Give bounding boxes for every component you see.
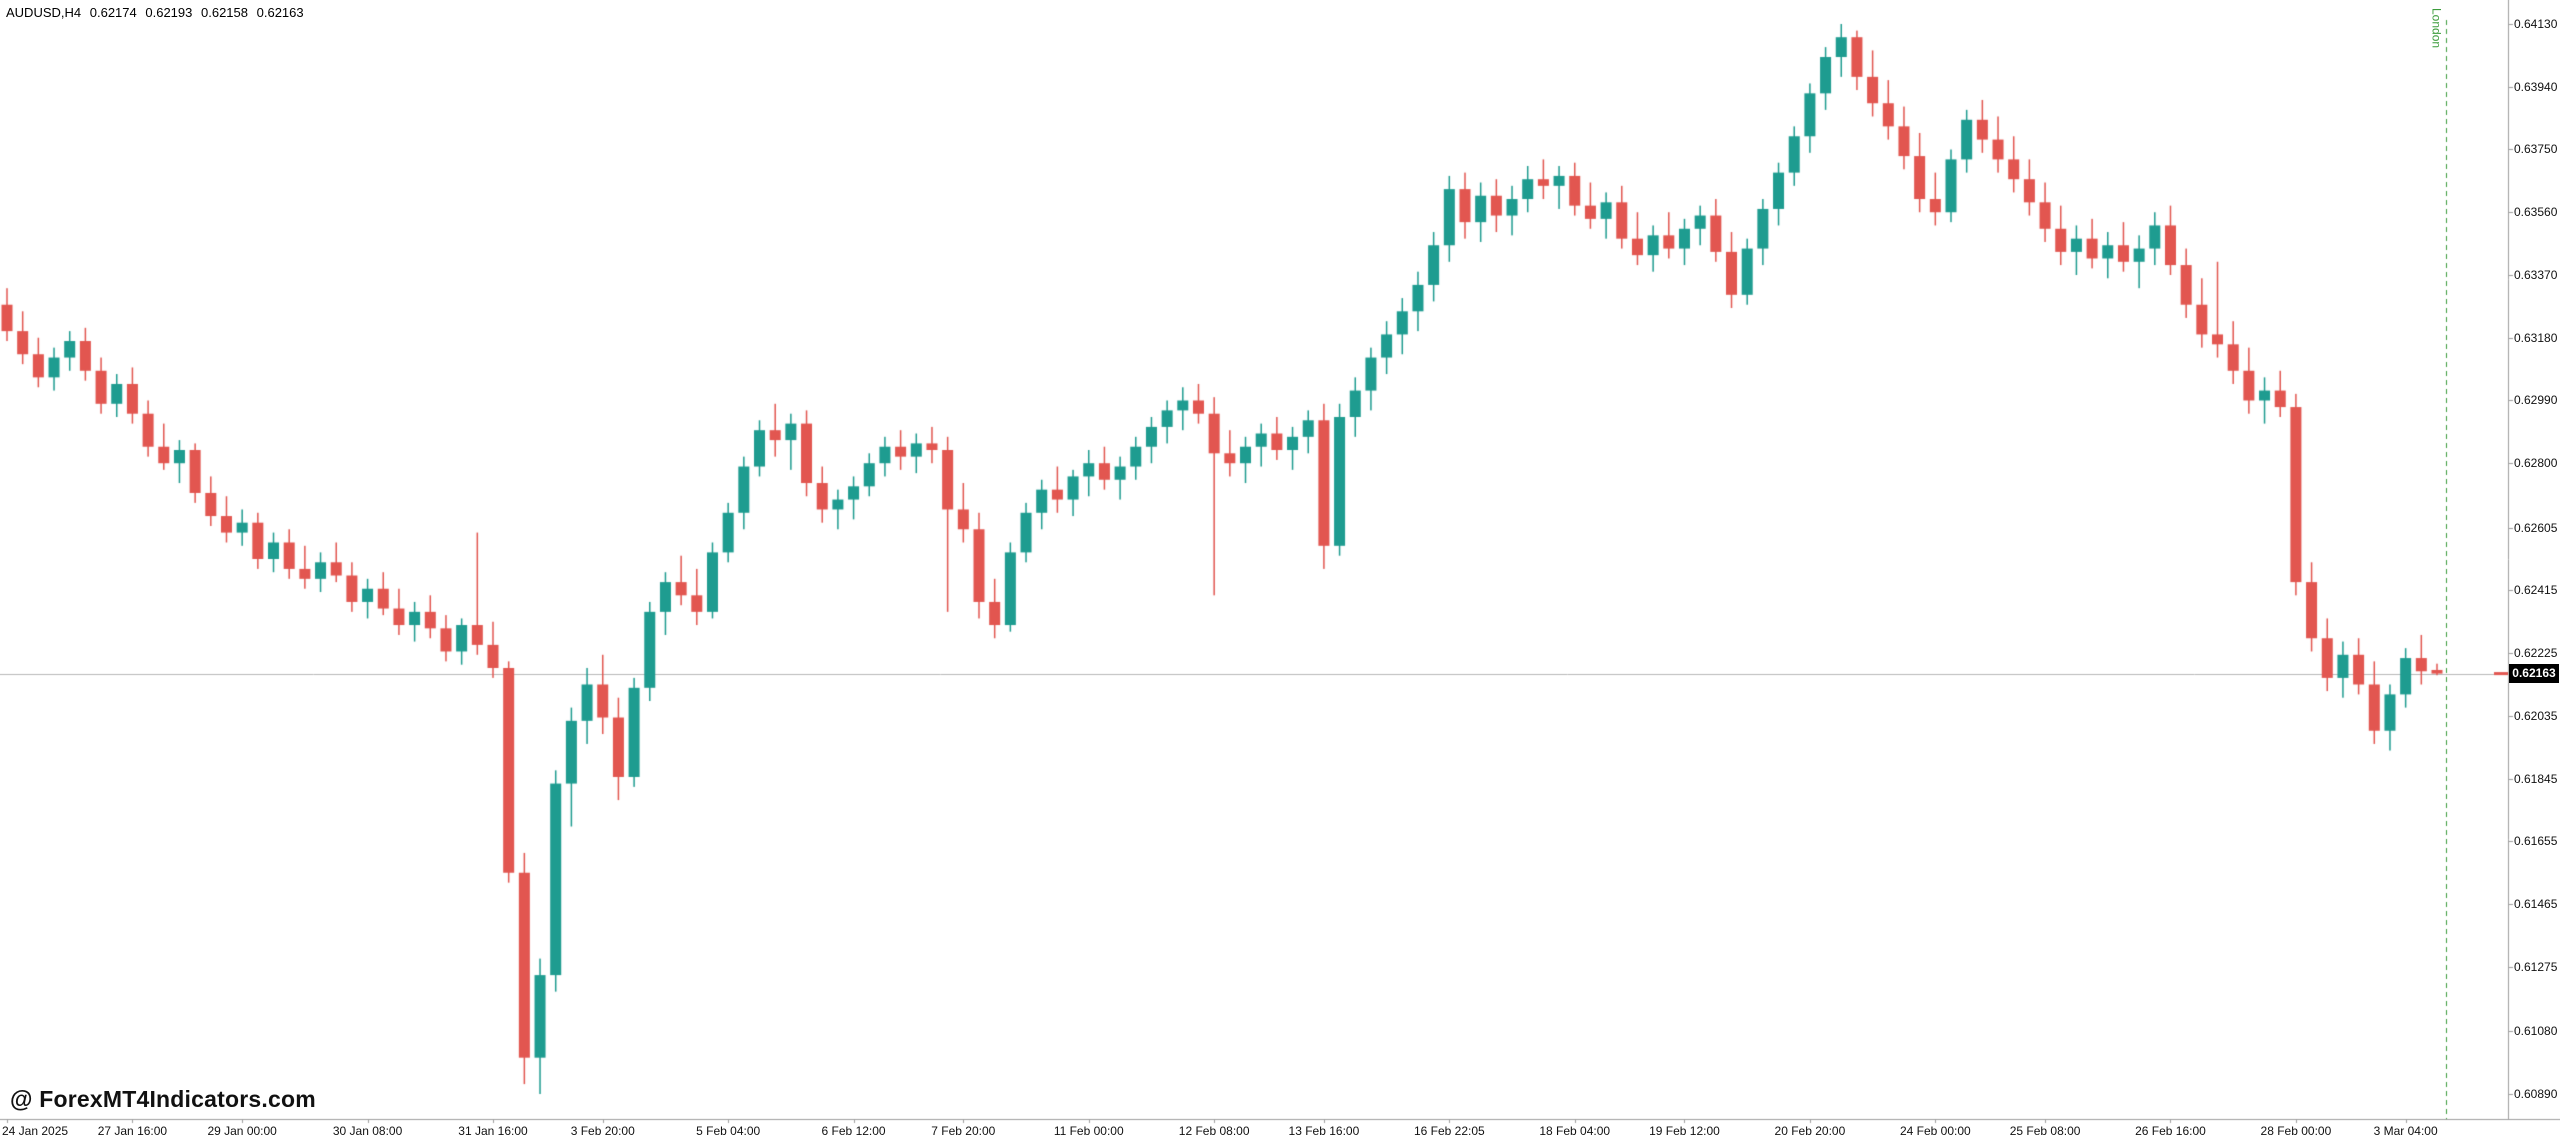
price-tick-label: 0.60890: [2514, 1087, 2558, 1101]
watermark: @ ForexMT4Indicators.com: [10, 1086, 316, 1112]
time-tick-label: 11 Feb 00:00: [1053, 1124, 1124, 1138]
time-tick-label: 18 Feb 04:00: [1539, 1124, 1611, 1138]
price-tick-label: 0.63370: [2514, 267, 2558, 282]
time-tick-label: 7 Feb 20:00: [931, 1124, 996, 1138]
price-tick-label: 0.62225: [2514, 646, 2558, 661]
ohlc-open: 0.62174: [89, 5, 137, 20]
time-tick-label: 20 Feb 20:00: [1774, 1124, 1846, 1138]
price-tick-label: 0.63940: [2514, 79, 2558, 94]
chart-title: AUDUSD,H4 0.62174 0.62193 0.62158 0.6216…: [6, 5, 309, 20]
ohlc-close: 0.62163: [256, 5, 304, 20]
time-tick-label: 3 Mar 04:00: [2373, 1124, 2438, 1138]
current-price-badge: 0.62163: [2509, 664, 2559, 684]
price-tick-label: 0.61845: [2514, 771, 2558, 786]
time-tick-label: 30 Jan 08:00: [332, 1124, 403, 1138]
price-tick-label: 0.61275: [2514, 959, 2558, 974]
price-tick-label: 0.62605: [2514, 520, 2558, 535]
time-tick-label: 28 Feb 00:00: [2260, 1124, 2332, 1138]
price-tick-label: 0.62035: [2514, 708, 2558, 723]
ohlc-high: 0.62193: [145, 5, 193, 20]
time-tick-label: 13 Feb 16:00: [1288, 1124, 1360, 1138]
time-tick-label: 3 Feb 20:00: [570, 1124, 635, 1138]
time-tick-label: 31 Jan 16:00: [458, 1124, 528, 1138]
time-tick-label: 16 Feb 22:05: [1413, 1124, 1485, 1138]
time-tick-label: 6 Feb 12:00: [821, 1124, 886, 1138]
price-tick-label: 0.63750: [2514, 142, 2558, 157]
price-tick-label: 0.62990: [2514, 393, 2558, 408]
time-tick-label: 5 Feb 04:00: [696, 1124, 761, 1138]
time-tick-label: 12 Feb 08:00: [1178, 1124, 1250, 1138]
time-scale[interactable]: 24 Jan 2025 27 Jan 16:00 29 Jan 00:00 30 Ja…: [0, 1119, 2560, 1139]
price-scale[interactable]: 0.64130 0.63940 0.63750 0.63560 0.63370 0.631…: [2508, 0, 2560, 1119]
time-tick-label: 24 Jan 2025: [2, 1124, 69, 1138]
price-tick-label: 0.63560: [2514, 205, 2558, 220]
ohlc-low: 0.62158: [201, 5, 248, 20]
price-tick-label: 0.63180: [2514, 330, 2558, 345]
time-tick-label: 27 Jan 16:00: [97, 1124, 168, 1138]
price-tick-label: 0.64130: [2514, 17, 2558, 31]
price-tick-label: 0.61465: [2514, 897, 2558, 912]
price-tick-label: 0.62800: [2514, 456, 2558, 471]
price-tick-label: 0.61655: [2514, 834, 2558, 849]
time-tick-label: 25 Feb 08:00: [2009, 1124, 2081, 1138]
price-tick-label: 0.61080: [2514, 1024, 2558, 1039]
price-tick-label: 0.62415: [2514, 583, 2558, 598]
session-label-london: London: [2429, 8, 2444, 49]
time-tick-label: 26 Feb 16:00: [2135, 1124, 2206, 1138]
time-tick-label: 19 Feb 12:00: [1649, 1124, 1720, 1138]
time-tick-label: 29 Jan 00:00: [207, 1124, 277, 1138]
symbol-timeframe: AUDUSD,H4: [6, 5, 82, 20]
time-tick-label: 24 Feb 00:00: [1899, 1124, 1971, 1138]
